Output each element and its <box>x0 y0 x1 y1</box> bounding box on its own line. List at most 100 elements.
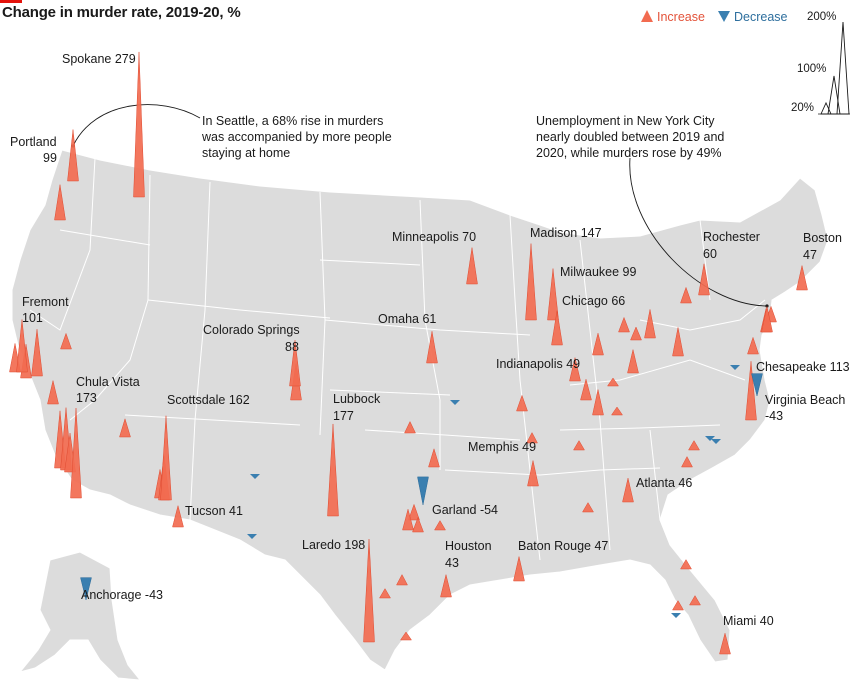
decrease-legend-label: Decrease <box>734 10 788 24</box>
spike-omaha <box>426 331 438 364</box>
spike-scottsdale <box>160 415 172 501</box>
label-chesapeake: Chesapeake 113 <box>756 360 850 374</box>
spike-minor-33 <box>573 440 585 451</box>
label-rochester-value: 60 <box>703 247 717 261</box>
label-spokane: Spokane 279 <box>62 52 136 66</box>
spike-minor-decrease-6 <box>247 534 257 539</box>
spike-minor-41 <box>408 503 420 521</box>
spike-minor-23 <box>630 326 642 341</box>
seattle-note-line3: staying at home <box>202 146 290 160</box>
label-rochester: Rochester <box>703 230 760 244</box>
label-indianapolis: Indianapolis 49 <box>496 357 580 371</box>
spike-miami <box>719 632 731 655</box>
label-colorado-springs: Colorado Springs <box>203 323 300 337</box>
spike-minor-15 <box>526 432 538 444</box>
spike-chesapeake <box>745 361 757 421</box>
seattle-note-line2: was accompanied by more people <box>201 130 392 144</box>
spike-minor-decrease-5 <box>671 613 681 618</box>
label-boston: Boston <box>803 231 842 245</box>
spike-minor-21 <box>618 316 630 333</box>
label-minneapolis: Minneapolis 70 <box>392 230 476 244</box>
scale-label-100: 100% <box>797 63 826 75</box>
label-chula-vista: Chula Vista <box>76 375 140 389</box>
label-chula-vista-value: 173 <box>76 391 97 405</box>
spike-minor-26 <box>680 286 692 304</box>
increase-legend-icon <box>641 10 653 22</box>
spike-milwaukee <box>547 268 559 321</box>
label-portland-value: 99 <box>43 151 57 165</box>
nyc-connector <box>629 157 768 307</box>
decrease-legend-icon <box>718 11 730 22</box>
spike-minor-decrease-0 <box>450 400 460 405</box>
label-colorado-springs-value: 88 <box>285 340 299 354</box>
spike-minor-34 <box>434 520 446 531</box>
spike-boston <box>796 265 808 291</box>
spike-lubbock <box>327 423 339 517</box>
spike-rochester <box>698 263 710 296</box>
label-omaha: Omaha 61 <box>378 312 436 326</box>
scale-key: 200% 100% 20% <box>791 11 850 115</box>
seattle-connector <box>72 104 201 147</box>
label-anchorage: Anchorage -43 <box>81 588 163 602</box>
spike-memphis <box>527 460 539 487</box>
title-accent-bar <box>0 0 22 3</box>
spike-spokane <box>133 51 145 198</box>
nyc-note-line1: Unemployment in New York City <box>536 114 715 128</box>
label-milwaukee: Milwaukee 99 <box>560 265 636 279</box>
spike-minor-14 <box>516 394 528 412</box>
spike-minor-17 <box>580 378 592 401</box>
spike-minor-22 <box>627 349 639 374</box>
nyc-dot <box>765 304 769 308</box>
us-mainland-shape <box>11 149 829 671</box>
spike-garland <box>417 476 429 506</box>
spike-minor-13 <box>428 447 440 468</box>
spike-minor-12 <box>404 420 416 434</box>
label-atlanta: Atlanta 46 <box>636 476 692 490</box>
spike-indianapolis <box>592 389 604 416</box>
spike-minor-38 <box>672 600 684 611</box>
spike-fremont <box>16 319 28 373</box>
label-miami: Miami 40 <box>723 614 774 628</box>
label-lubbock: Lubbock <box>333 392 381 406</box>
spike-madison <box>525 243 537 321</box>
spike-new-york-city <box>761 306 773 333</box>
label-scottsdale: Scottsdale 162 <box>167 393 250 407</box>
spike-minor-25 <box>672 327 684 357</box>
spike-virginia-beach <box>751 373 763 397</box>
spike-anchorage <box>80 577 92 601</box>
increase-legend-label: Increase <box>657 10 705 24</box>
spike-houston <box>440 574 452 598</box>
scale-label-20: 20% <box>791 102 814 114</box>
city-spikes <box>9 51 808 655</box>
chart-title: Change in murder rate, 2019-20, % <box>2 4 241 21</box>
label-baton-rouge: Baton Rouge 47 <box>518 539 608 553</box>
spike-colorado-springs <box>289 340 301 387</box>
spike-minor-decrease-3 <box>705 436 715 441</box>
spike-minor-decrease-4 <box>711 439 721 444</box>
seattle-note-line1: In Seattle, a 68% rise in murders <box>202 114 383 128</box>
label-chicago: Chicago 66 <box>562 294 625 308</box>
state-borders <box>29 157 766 561</box>
spike-minor-32 <box>582 502 594 513</box>
spike-minor-20 <box>611 406 623 416</box>
label-boston-value: 47 <box>803 248 817 262</box>
label-virginia-beach-value: -43 <box>765 409 783 423</box>
label-lubbock-value: 177 <box>333 409 354 423</box>
spike-minor-28 <box>688 440 700 451</box>
spike-minor-decrease-2 <box>730 365 740 370</box>
spike-minor-19 <box>607 377 619 387</box>
spike-minneapolis <box>466 247 478 285</box>
label-portland: Portland <box>10 135 57 149</box>
spike-portland <box>67 129 79 182</box>
spike-minor-37 <box>400 631 412 641</box>
label-memphis: Memphis 49 <box>468 440 536 454</box>
label-fremont-value: 101 <box>22 311 43 325</box>
label-houston: Houston <box>445 539 492 553</box>
spike-minor-36 <box>379 588 391 599</box>
spike-minor-3 <box>47 380 59 405</box>
spike-minor-43 <box>412 516 424 533</box>
spike-chicago <box>551 310 563 346</box>
spike-minor-40 <box>680 559 692 570</box>
label-garland: Garland -54 <box>432 503 498 517</box>
